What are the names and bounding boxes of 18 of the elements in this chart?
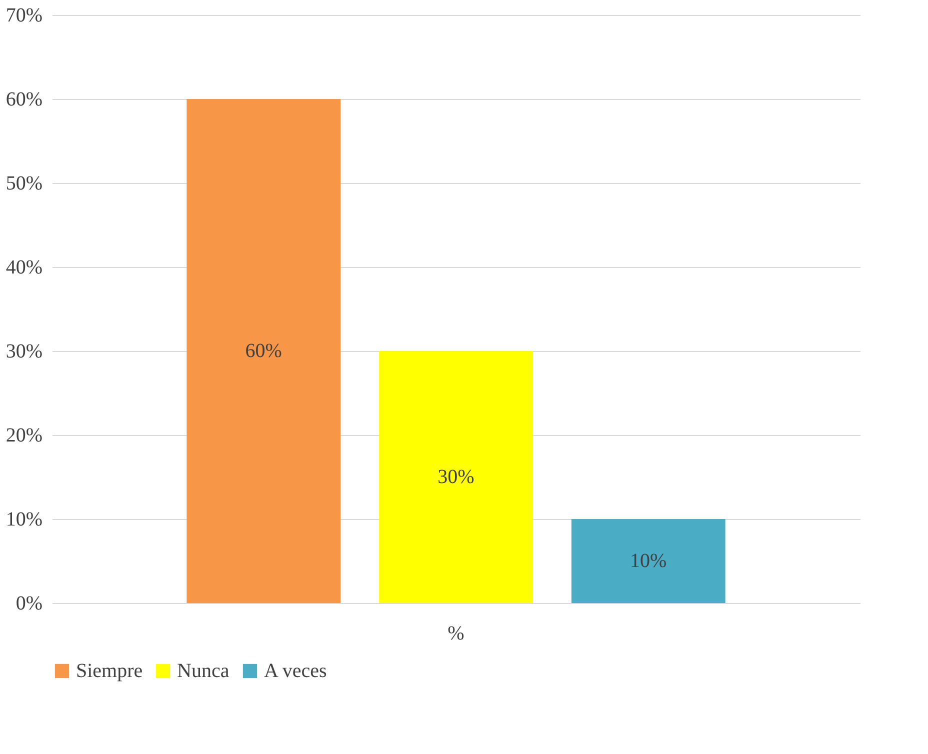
bar <box>186 99 341 603</box>
bar <box>571 519 726 603</box>
y-tick-label: 0% <box>16 592 42 614</box>
x-tick-label: % <box>448 622 464 644</box>
y-tick-label: 40% <box>6 256 42 278</box>
bar <box>379 351 533 603</box>
y-tick-label: 60% <box>6 88 42 110</box>
legend-label: Nunca <box>177 660 230 682</box>
y-tick-label: 10% <box>6 508 42 530</box>
data-label: 30% <box>438 466 474 488</box>
y-tick-label: 70% <box>6 4 42 26</box>
legend-label: Siempre <box>76 660 143 682</box>
data-label: 60% <box>245 340 282 362</box>
y-tick-label: 50% <box>6 172 42 194</box>
y-tick-label: 30% <box>6 340 42 362</box>
y-tick-label: 20% <box>6 424 42 446</box>
data-label: 10% <box>630 550 667 572</box>
legend-label: A veces <box>264 660 327 682</box>
